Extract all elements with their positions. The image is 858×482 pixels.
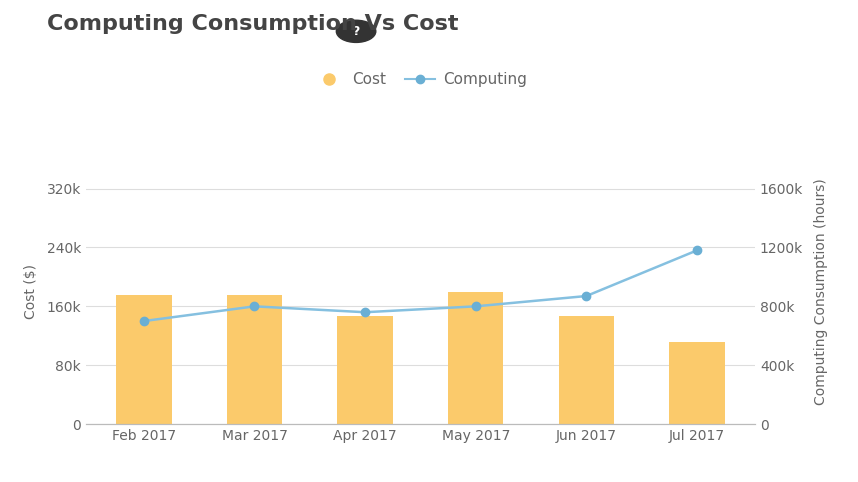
Bar xyxy=(337,316,393,424)
Legend: Cost, Computing: Cost, Computing xyxy=(308,66,533,93)
Bar xyxy=(669,342,725,424)
Bar xyxy=(559,316,614,424)
Circle shape xyxy=(336,20,376,42)
Bar xyxy=(227,295,282,424)
Bar xyxy=(116,295,172,424)
Y-axis label: Computing Consumption (hours): Computing Consumption (hours) xyxy=(814,178,828,405)
Y-axis label: Cost ($): Cost ($) xyxy=(24,264,38,319)
Text: Computing Consumption Vs Cost: Computing Consumption Vs Cost xyxy=(47,14,459,34)
Text: ?: ? xyxy=(353,25,360,38)
Bar xyxy=(448,292,504,424)
